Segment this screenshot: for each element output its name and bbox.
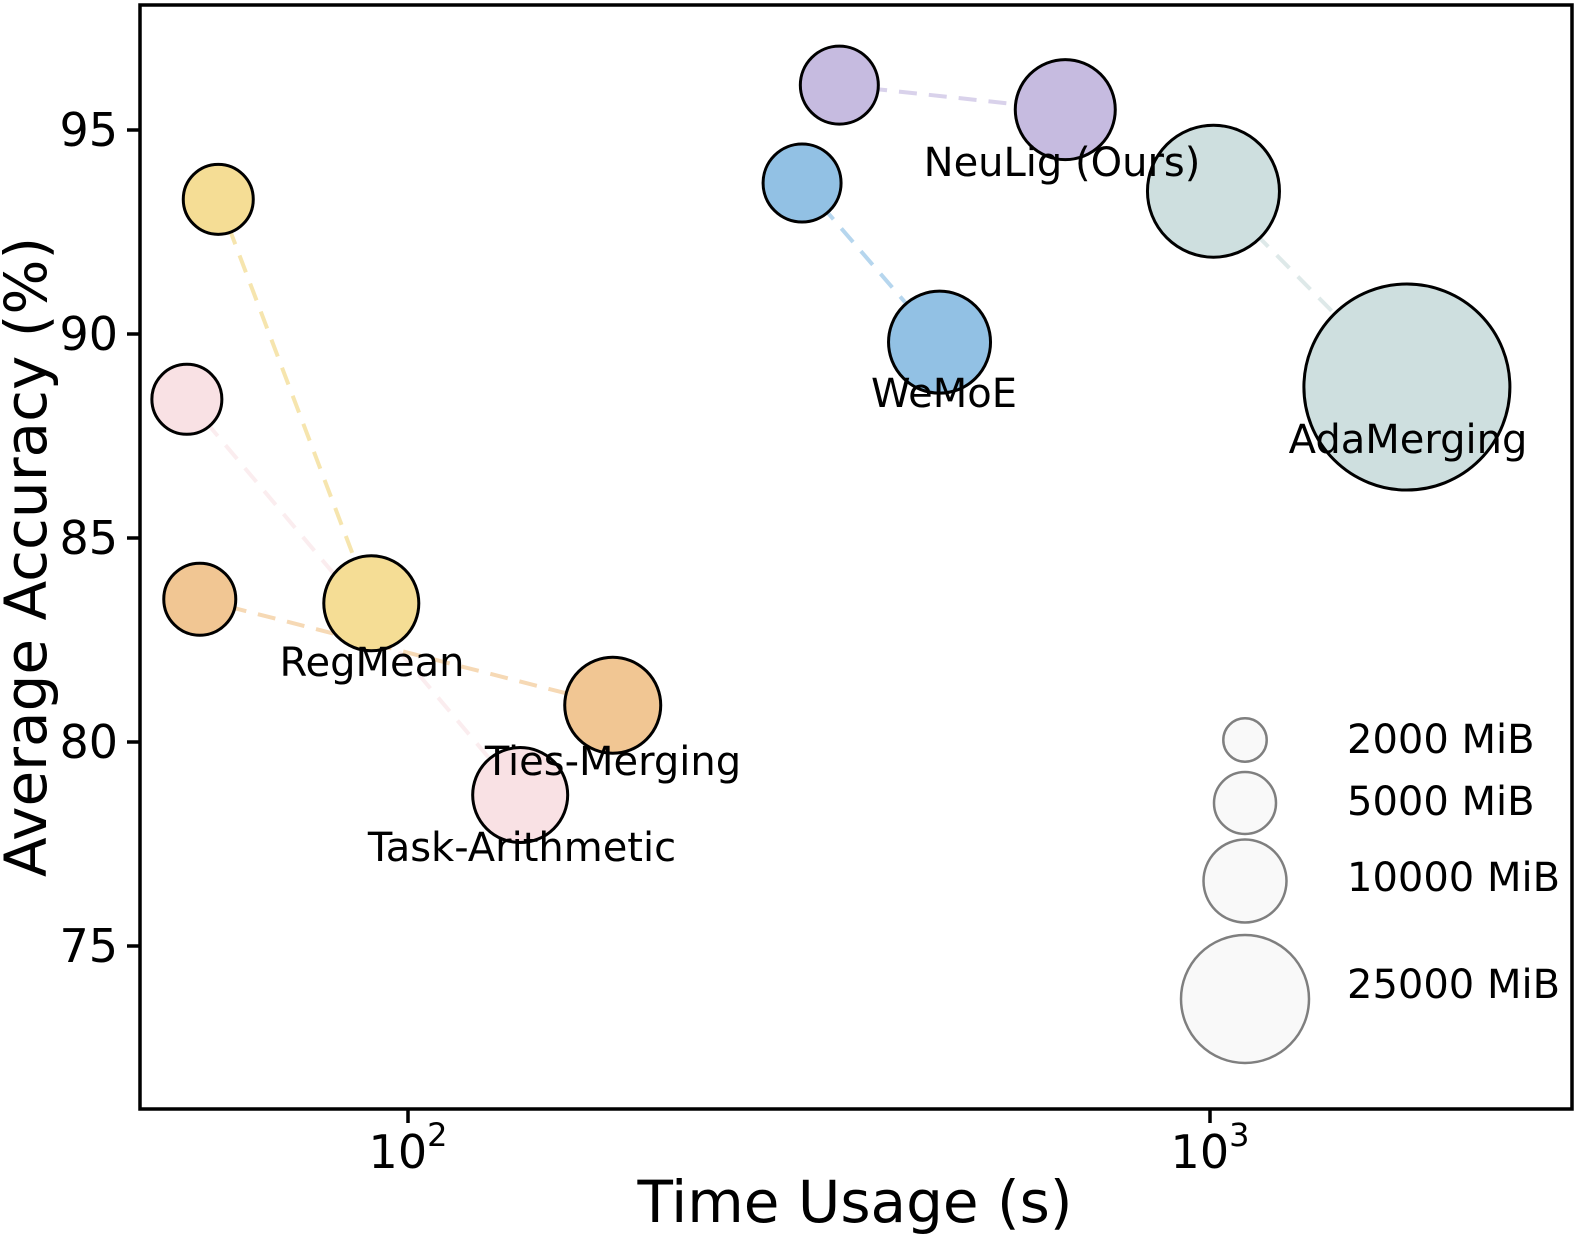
bubble-regmean [181, 162, 255, 236]
annotation-ties-merging: Ties-Merging [484, 739, 741, 785]
size-legend: 2000 MiB 5000 MiB 10000 MiB 25000 MiB [1179, 717, 1560, 1065]
series-annotations: RegMean Task-Arithmetic Ties-Merging WeMoE N… [280, 140, 1528, 871]
legend-label-2000: 2000 MiB [1347, 717, 1535, 763]
bubble-adamerging [1302, 282, 1512, 492]
bubble-regmean [322, 554, 421, 653]
connector-line-ties-merging [199, 597, 614, 708]
legend-label-5000: 5000 MiB [1347, 779, 1535, 825]
bubble-adamerging [1145, 123, 1281, 259]
bubble-neulig-ours- [798, 44, 880, 126]
annotation-regmean: RegMean [280, 640, 465, 686]
y-axis-title: Average Accuracy (%) [0, 237, 60, 877]
annotation-wemoe: WeMoE [871, 371, 1017, 417]
annotation-neulig-ours-: NeuLig (Ours) [924, 140, 1201, 186]
bubbles [150, 44, 1512, 845]
bubble-wemoe [887, 289, 993, 395]
x-tick-label: 102 [369, 1116, 448, 1179]
annotation-task-arithmetic: Task-Arithmetic [367, 825, 676, 871]
bubble-ties-merging [162, 561, 238, 637]
y-tick-label: 95 [59, 103, 118, 157]
bubble-wemoe [761, 142, 843, 224]
bubble-task-arithmetic [150, 362, 224, 436]
connector-line-regmean [216, 198, 374, 604]
y-tick-label: 80 [59, 715, 118, 769]
y-tick-label: 75 [59, 919, 118, 973]
bubble-neulig-ours- [1013, 58, 1117, 162]
legend-circle-25000 [1179, 933, 1311, 1065]
x-axis-title: Time Usage (s) [637, 1168, 1073, 1236]
annotation-adamerging: AdaMerging [1289, 417, 1528, 463]
legend-circle-5000 [1212, 770, 1278, 836]
legend-label-25000: 25000 MiB [1347, 962, 1560, 1008]
plot-border [138, 3, 1574, 1111]
connector-line-task-arithmetic [185, 397, 522, 797]
legend-label-10000: 10000 MiB [1347, 855, 1560, 901]
bubble-ties-merging [563, 655, 663, 755]
bubble-task-arithmetic [471, 746, 570, 845]
y-tick-label: 85 [59, 511, 118, 565]
x-tick-label: 103 [1171, 1116, 1250, 1179]
legend-circle-2000 [1222, 717, 1268, 763]
legend-circle-10000 [1202, 838, 1288, 924]
axis-ticks: 95 90 85 80 75 102 103 [59, 103, 1249, 1179]
y-tick-label: 90 [59, 307, 118, 361]
